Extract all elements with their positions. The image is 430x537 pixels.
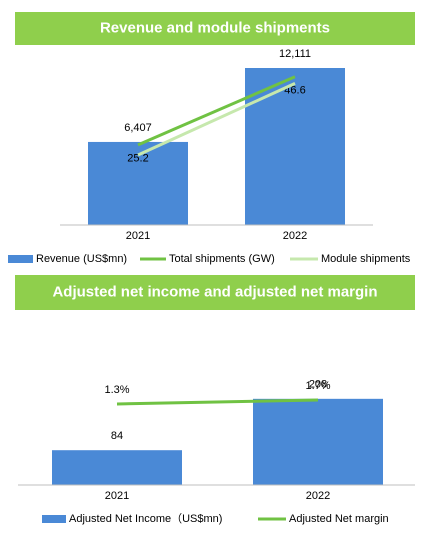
legend-label: Revenue (US$mn) <box>36 253 127 265</box>
data-label: 12,111 <box>279 48 311 60</box>
legend-label: Total shipments (GW) <box>169 253 275 265</box>
line-series <box>116 398 319 406</box>
legend-swatch <box>8 255 33 263</box>
bar <box>245 68 345 225</box>
x-tick-label: 2021 <box>105 490 129 502</box>
line-series <box>137 82 296 157</box>
chart-title: Revenue and module shipments <box>100 19 330 36</box>
legend-label: Module shipments <box>321 253 411 265</box>
legend-label: Adjusted Net Income（US$mn) <box>69 512 222 525</box>
data-label: 46.6 <box>284 85 305 97</box>
title-banner <box>15 275 415 310</box>
bar <box>253 398 383 485</box>
x-tick-label: 2022 <box>306 490 330 502</box>
data-label: 25.2 <box>127 153 148 165</box>
bar <box>52 450 182 485</box>
x-tick-label: 2022 <box>283 230 307 242</box>
data-label: 1.7% <box>305 380 330 392</box>
title-banner <box>15 12 415 45</box>
legend-swatch <box>42 515 66 523</box>
data-label: 84 <box>111 430 123 442</box>
data-label: 1.3% <box>104 384 129 396</box>
legend-label: Adjusted Net margin <box>289 513 389 525</box>
data-label: 6,407 <box>124 122 152 134</box>
data-label: 208 <box>309 379 327 391</box>
line-series <box>137 75 296 147</box>
bar <box>88 141 188 225</box>
x-tick-label: 2021 <box>126 230 150 242</box>
chart-title: Adjusted net income and adjusted net mar… <box>52 283 377 300</box>
